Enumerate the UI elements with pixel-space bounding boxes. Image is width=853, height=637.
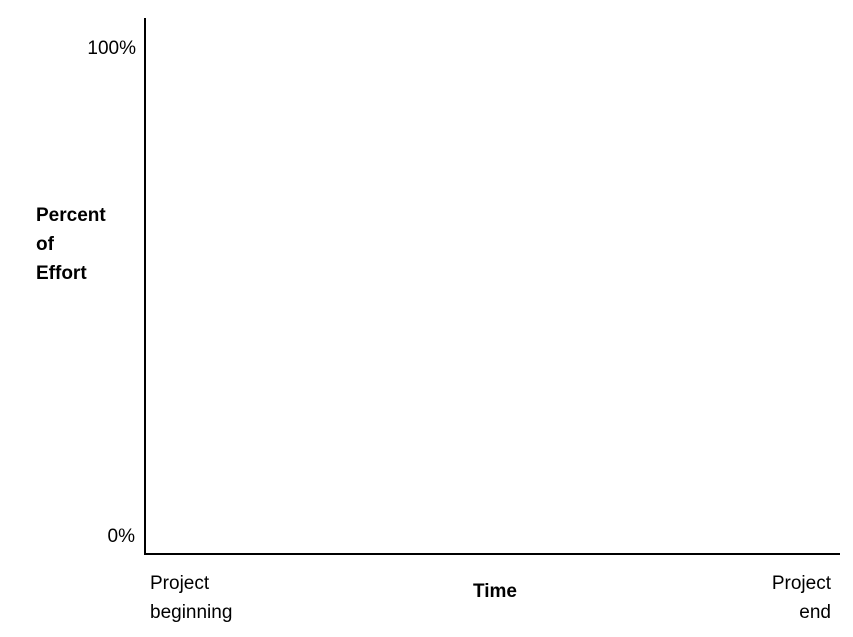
y-axis-title-line-3: Effort [36, 263, 87, 284]
x-tick-label-end-line-2: end [799, 602, 831, 623]
x-axis-title: Time [473, 581, 517, 602]
x-tick-label-end-line-1: Project [772, 573, 832, 594]
y-axis-title-line-2: of [36, 234, 55, 255]
y-tick-label-top: 100% [87, 38, 136, 59]
y-tick-label-bottom: 0% [108, 526, 136, 547]
x-tick-label-start-line-1: Project [150, 573, 210, 594]
y-axis-title-line-1: Percent [36, 205, 106, 226]
x-tick-label-start-line-2: beginning [150, 602, 232, 623]
